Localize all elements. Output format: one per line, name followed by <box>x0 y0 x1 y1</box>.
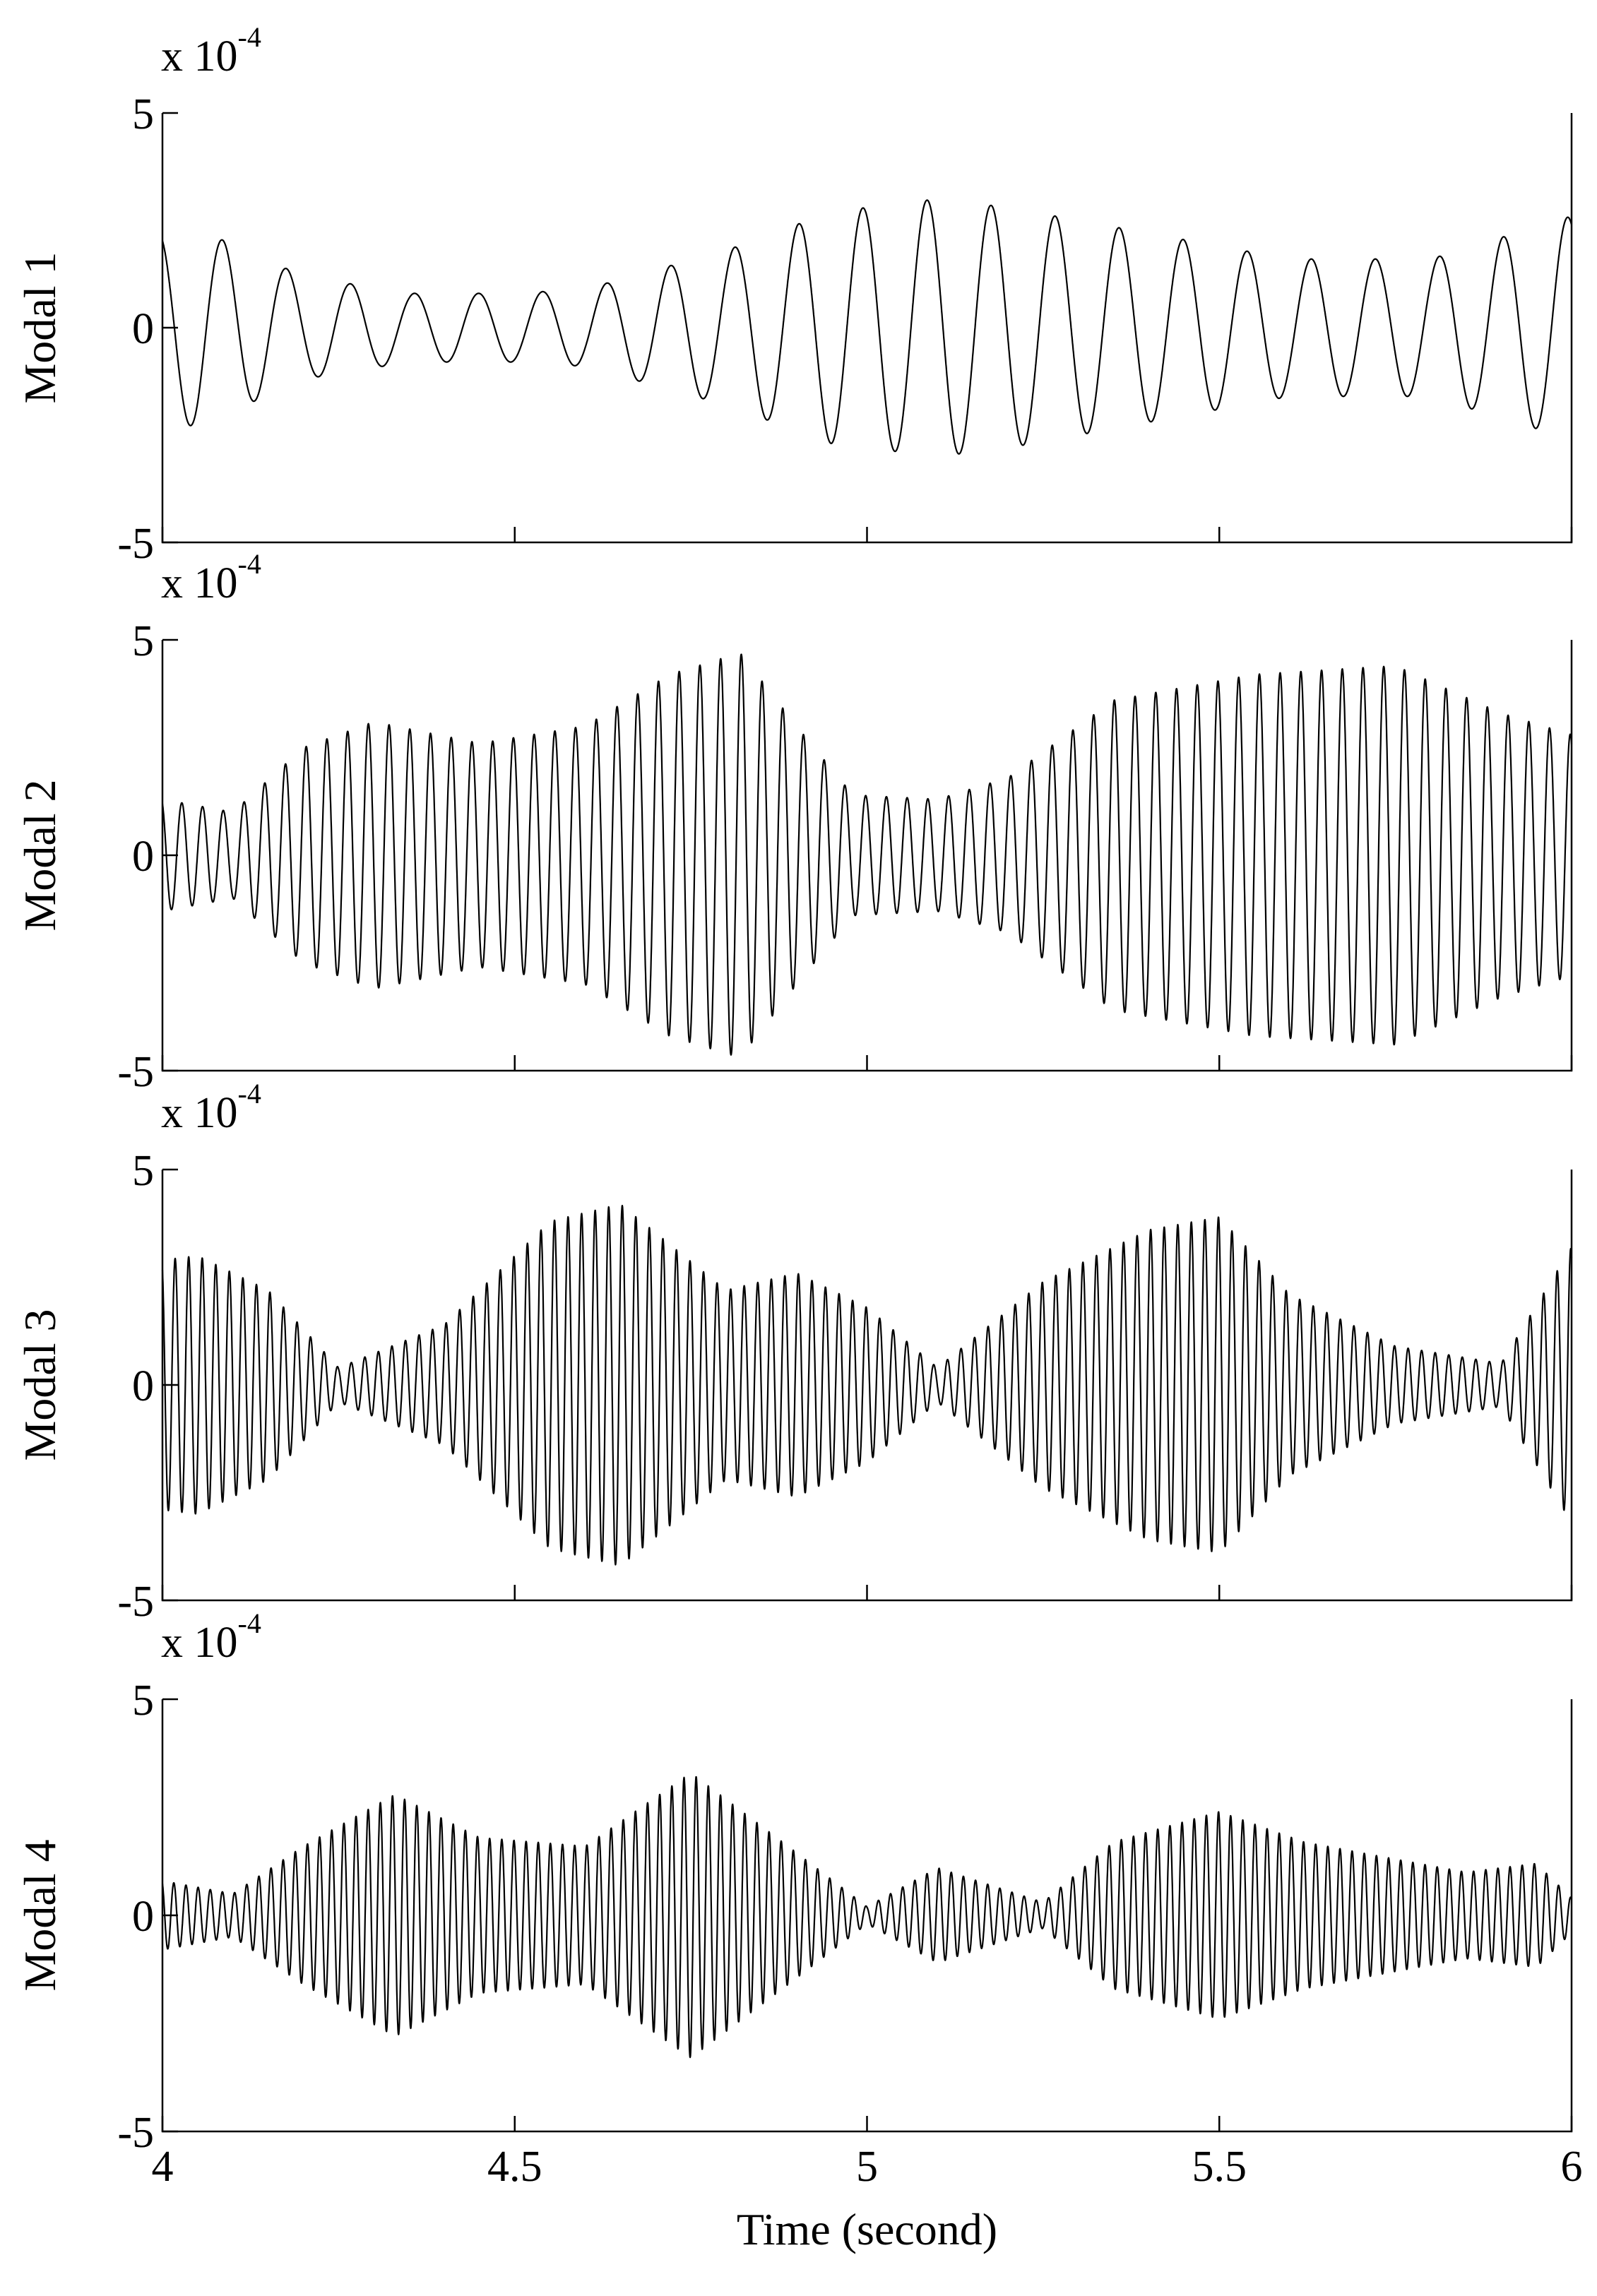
y-multiplier-label: x 10-4 <box>161 548 261 607</box>
y-tick-label: 5 <box>132 1147 154 1195</box>
panel-1: -5 0 5x 10-4 Modal 1 <box>15 21 1573 568</box>
y-tick-label: -5 <box>117 1048 154 1096</box>
y-tick-label: -5 <box>117 520 154 568</box>
y-tick-label: 5 <box>132 617 154 665</box>
panel-2: -5 0 5x 10-4 Modal 2 <box>15 548 1573 1096</box>
y-tick-label: 0 <box>132 1893 154 1941</box>
x-tick-label: 5.5 <box>1192 2143 1247 2191</box>
x-tick-label: 5 <box>856 2143 878 2191</box>
y-axis-label: Modal 1 <box>15 251 65 403</box>
y-tick-label: -5 <box>117 2109 154 2157</box>
y-axis-label: Modal 4 <box>15 1839 65 1991</box>
axes-frame <box>161 1170 1573 1602</box>
y-axis-label: Modal 2 <box>15 779 65 931</box>
series-line <box>161 1204 1573 1566</box>
y-axis-label: Modal 3 <box>15 1309 65 1461</box>
y-tick-label: 0 <box>132 1362 154 1410</box>
y-tick-label: 5 <box>132 90 154 138</box>
axes-frame <box>161 1699 1573 2133</box>
y-tick-label: 5 <box>132 1677 154 1725</box>
series-line <box>161 1775 1573 2059</box>
y-tick-label: 0 <box>132 305 154 353</box>
x-tick-label: 4 <box>152 2143 174 2191</box>
x-tick-label: 4.5 <box>487 2143 542 2191</box>
y-multiplier-label: x 10-4 <box>161 1607 261 1667</box>
y-tick-label: -5 <box>117 1578 154 1626</box>
axes-frame <box>161 113 1573 544</box>
x-axis-label: Time (second) <box>737 2204 997 2254</box>
y-multiplier-label: x 10-4 <box>161 1078 261 1137</box>
series-line <box>161 199 1573 455</box>
panel-3: -5 0 5x 10-4 Modal 3 <box>15 1078 1573 1626</box>
x-tick-label: 6 <box>1561 2143 1583 2191</box>
y-tick-label: 0 <box>132 833 154 881</box>
series-line <box>161 653 1573 1056</box>
y-multiplier-label: x 10-4 <box>161 21 261 81</box>
